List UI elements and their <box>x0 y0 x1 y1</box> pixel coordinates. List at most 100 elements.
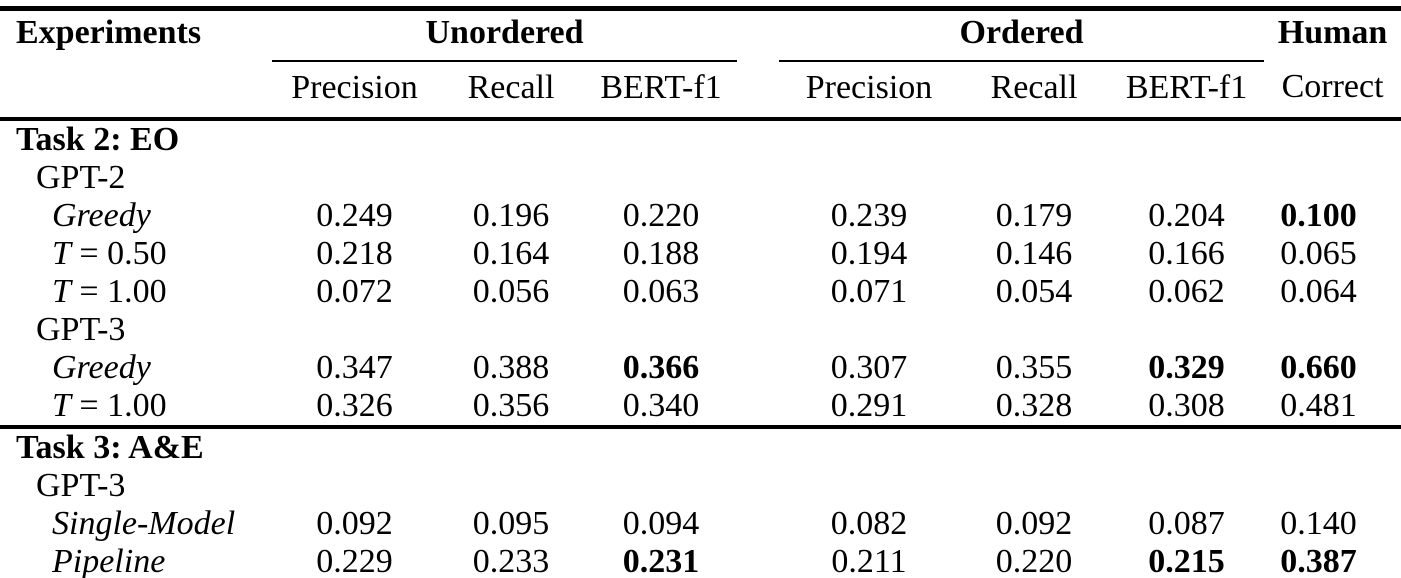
metric-value: 0.291 <box>830 387 908 425</box>
data-row: T = 1.00 0.326 0.356 0.340 0.291 0.328 0.308 0.… <box>0 387 1401 427</box>
metric-value <box>1264 119 1401 159</box>
data-row: Greedy 0.347 0.388 0.366 0.307 0.355 0.329 0.66… <box>0 349 1401 387</box>
gap-cell <box>737 311 779 349</box>
header-gap-cell <box>737 9 779 61</box>
header-group-row: Experiments Unordered Ordered Human <box>0 8 1401 62</box>
section-title: Task 3: A&E <box>0 425 272 468</box>
row-label-rest: = 0.50 <box>70 235 167 273</box>
row-label-italic: Greedy <box>52 349 151 387</box>
metric-value: 0.218 <box>316 235 393 273</box>
ordered-group-header: Ordered <box>779 8 1265 62</box>
metric-value: 0.064 <box>1280 273 1357 311</box>
metric-value: 0.220 <box>622 197 700 235</box>
row-label: T = 0.50 <box>0 235 272 273</box>
row-label-rest: GPT-2 <box>36 159 126 197</box>
metric-value: 0.065 <box>1280 235 1357 273</box>
unordered-group-header: Unordered <box>272 8 738 62</box>
metric-value: 0.179 <box>995 197 1073 235</box>
metric-value: 0.388 <box>472 349 550 387</box>
gap-cell <box>737 425 780 468</box>
metric-value: 0.063 <box>622 273 700 311</box>
gap-cell <box>737 235 779 273</box>
metric-value <box>779 159 959 197</box>
data-row: GPT-3 <box>0 311 1401 349</box>
table-body: Task 2: EO GPT-2 Greedy 0.249 0.196 0.220 0.23… <box>0 119 1401 578</box>
unordered-recall-header: Recall <box>437 60 585 122</box>
row-label-italic: Greedy <box>52 197 151 235</box>
row-label: T = 1.00 <box>0 273 272 311</box>
metric-value: 0.072 <box>316 273 393 311</box>
row-label: GPT-2 <box>0 159 272 197</box>
metric-value: 0.215 <box>1148 543 1225 578</box>
row-label-italic: Pipeline <box>52 543 166 578</box>
metric-value: 0.095 <box>472 505 550 543</box>
metric-value <box>1264 425 1401 468</box>
metric-value <box>585 467 737 505</box>
metric-value: 0.328 <box>995 387 1073 425</box>
metric-value: 0.087 <box>1148 505 1225 543</box>
header-gap-cell <box>737 60 780 122</box>
metric-value <box>1264 467 1401 505</box>
unordered-precision-header: Precision <box>272 60 437 122</box>
metric-value <box>1109 311 1264 349</box>
metric-value <box>1109 119 1264 159</box>
metric-value: 0.054 <box>995 273 1073 311</box>
data-row: Pipeline 0.229 0.233 0.231 0.211 0.220 0.215 0.… <box>0 543 1401 578</box>
metric-value <box>272 425 437 468</box>
metric-value: 0.094 <box>622 505 700 543</box>
metric-value: 0.062 <box>1148 273 1225 311</box>
row-label-rest: = 1.00 <box>70 387 167 425</box>
ordered-recall-header: Recall <box>959 60 1110 122</box>
metric-value <box>437 119 585 159</box>
results-table: Experiments Unordered Ordered Human Prec… <box>0 6 1401 578</box>
metric-value <box>779 425 960 468</box>
metric-value <box>959 467 1109 505</box>
metric-value <box>272 159 437 197</box>
metric-value: 0.146 <box>995 235 1073 273</box>
metric-value: 0.355 <box>995 349 1073 387</box>
gap-cell <box>737 159 779 197</box>
metric-value: 0.308 <box>1148 387 1225 425</box>
metric-value: 0.204 <box>1148 197 1225 235</box>
row-label: Greedy <box>0 197 272 235</box>
section-title-row: Task 2: EO <box>0 119 1401 159</box>
row-label: Single-Model <box>0 505 272 543</box>
gap-cell <box>737 387 779 427</box>
metric-value: 0.233 <box>472 543 550 578</box>
gap-cell <box>737 505 779 543</box>
metric-value <box>959 425 1110 468</box>
metric-value <box>437 311 585 349</box>
unordered-bertf1-header: BERT-f1 <box>585 60 738 122</box>
metric-value <box>585 119 737 159</box>
data-row: GPT-3 <box>0 467 1401 505</box>
metric-value <box>779 119 959 159</box>
metric-value: 0.329 <box>1148 349 1225 387</box>
metric-value: 0.056 <box>472 273 550 311</box>
metric-value: 0.196 <box>472 197 550 235</box>
metric-value <box>1109 467 1264 505</box>
row-label: GPT-3 <box>0 467 272 505</box>
metric-value: 0.481 <box>1280 387 1357 425</box>
metric-value <box>437 467 585 505</box>
section-title-row: Task 3: A&E <box>0 425 1401 468</box>
metric-value <box>1109 425 1265 468</box>
metric-value <box>272 311 437 349</box>
data-row: Single-Model 0.092 0.095 0.094 0.082 0.092 0.0… <box>0 505 1401 543</box>
gap-cell <box>737 273 779 311</box>
row-label-rest: GPT-3 <box>36 467 126 505</box>
data-row: GPT-2 <box>0 159 1401 197</box>
metric-value: 0.082 <box>830 505 908 543</box>
metric-value: 0.660 <box>1280 349 1357 387</box>
metric-value: 0.211 <box>831 543 907 578</box>
row-label-italic: T <box>52 387 71 425</box>
metric-value: 0.140 <box>1280 505 1357 543</box>
metric-value: 0.194 <box>830 235 908 273</box>
row-label-italic: T <box>52 235 71 273</box>
metric-value: 0.166 <box>1148 235 1225 273</box>
metric-value <box>1264 159 1401 197</box>
metric-value: 0.307 <box>830 349 908 387</box>
metric-value <box>585 425 738 468</box>
metric-value <box>437 159 585 197</box>
gap-cell <box>737 119 779 159</box>
experiments-header: Experiments <box>16 14 202 51</box>
